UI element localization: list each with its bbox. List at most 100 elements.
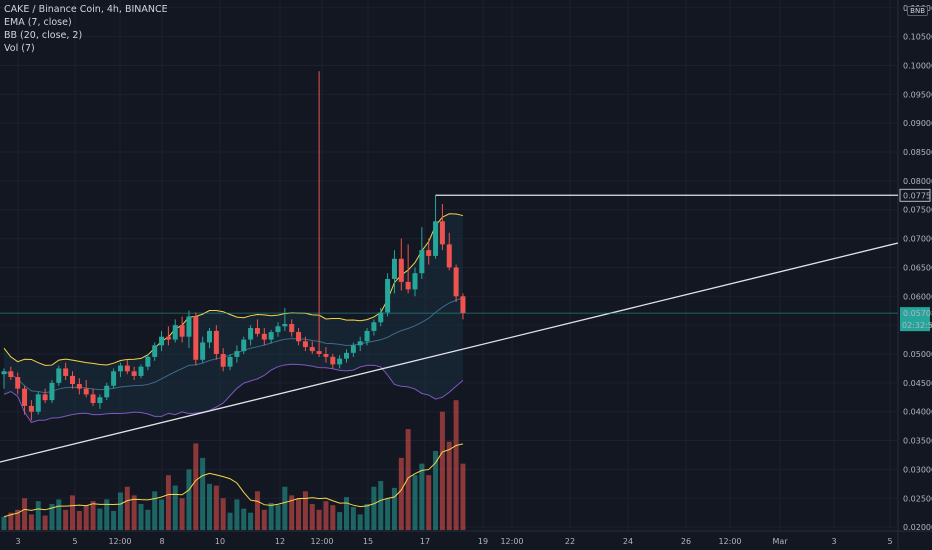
candle [124,359,130,375]
candle-body [234,351,240,357]
candle-body [49,382,55,401]
volume-bar [371,486,377,530]
candle-body [344,352,349,359]
volume-bar [289,495,295,530]
candle-body [207,330,212,343]
candle-body [337,358,343,365]
x-tick-label: 24 [623,537,633,546]
candle-body [330,356,336,365]
candle-body [76,384,82,389]
x-tick-label: 19 [478,537,488,546]
candle [159,330,165,352]
candle-body [316,351,322,354]
legend-bb[interactable]: BB (20, close, 2) [4,30,83,41]
candles[interactable] [1,71,466,421]
candle-body [213,330,219,354]
candle [172,319,178,343]
x-tick-label: 12:00 [718,537,741,546]
candle [371,319,377,336]
x-tick-label: 12:00 [108,537,131,546]
candle [282,307,288,331]
candle [446,232,452,271]
volume-bar [172,485,178,530]
candle [433,195,439,259]
legend-ema[interactable]: EMA (7, close) [4,17,72,28]
candle [357,336,363,352]
candle [207,328,212,349]
candle [145,354,151,371]
candle-body [70,375,75,385]
volume-bar [111,510,117,530]
candle [460,293,466,320]
high-marker-label: 0.07751 [903,191,932,200]
candle-body [165,336,171,340]
candle-body [391,258,397,279]
candle-body [453,267,459,297]
time-axis[interactable]: 3 5 12:00 8 10 12 12:00 15 17 19 12:00 22 24 26 12:00 M… [15,537,892,546]
volume-bar [330,505,336,530]
candle [56,365,62,386]
candle [227,354,233,371]
candle [296,328,302,346]
candle-body [56,368,62,383]
volume-bar [90,501,96,530]
volume-bar [104,499,110,530]
candle-body [179,325,185,337]
volume-bar [385,498,391,530]
volume-bar [76,510,82,530]
candle [323,347,329,363]
candle [111,368,117,389]
candle [22,385,28,415]
candle [385,273,391,317]
current-price-tag [900,307,930,332]
volume-bar [234,499,240,530]
candle [412,267,418,297]
candle [186,310,192,349]
candle-body [405,281,411,290]
candle-body [145,356,151,367]
volume-bar [282,486,288,530]
volume-bar [439,411,445,530]
candle-body [323,354,329,357]
candle-body [63,368,69,376]
volume-bar [364,504,370,530]
volume-bar [28,514,34,530]
candle [138,364,144,379]
candle-body [268,332,274,340]
volume-bar [405,429,411,530]
volume-bar [124,486,130,530]
candle [248,325,254,346]
candle-body [28,405,34,412]
candle-body [131,371,137,376]
volume-bar [1,516,7,530]
volume-bar [460,463,466,530]
volume-bar [42,515,48,530]
volume-bar [357,514,363,530]
volume-bar [213,485,219,530]
volume-bar [296,498,302,530]
volume-bar [309,504,315,530]
volume-ma [3,443,464,518]
volume-bar [268,502,274,530]
trendline [0,242,899,463]
candle-body [289,323,295,333]
candle-body [83,388,89,395]
legend-symbol[interactable]: CAKE / Binance Coin, 4h, BINANCE [4,4,168,15]
volume-bar [83,505,89,530]
candle-body [42,394,48,401]
candle-body [159,336,165,346]
legend-vol[interactable]: Vol (7) [4,43,35,54]
candle-body [248,328,254,340]
